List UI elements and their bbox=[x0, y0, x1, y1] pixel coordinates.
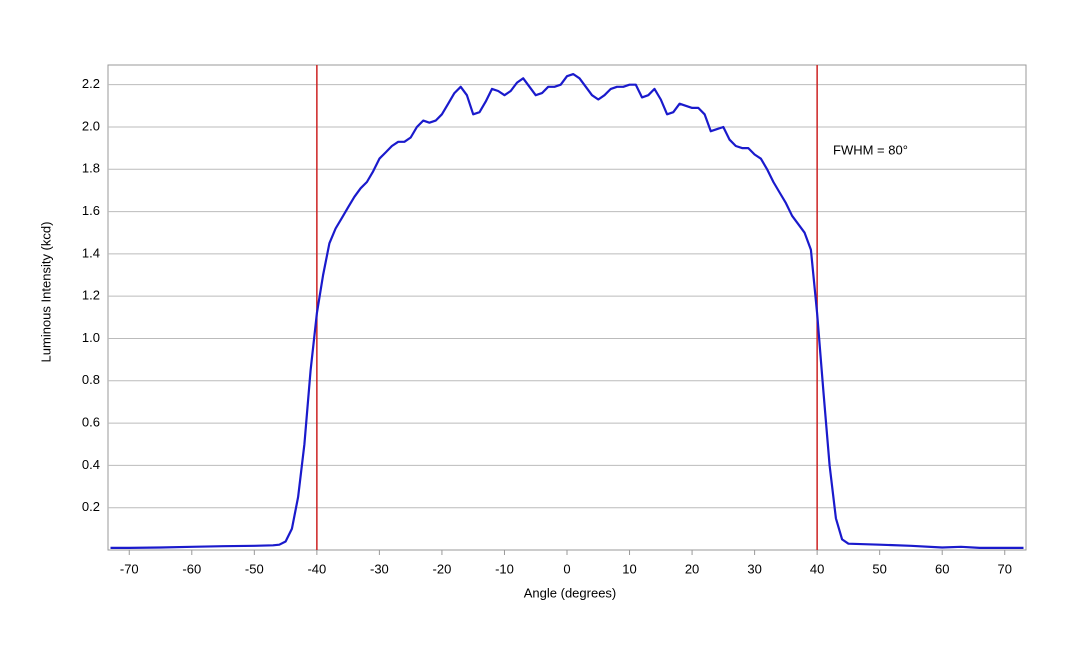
x-tick-label: -40 bbox=[307, 561, 326, 576]
y-tick-label: 0.8 bbox=[82, 372, 100, 387]
x-tick-label: 20 bbox=[685, 561, 699, 576]
y-tick-label: 1.8 bbox=[82, 161, 100, 176]
x-tick-label: 10 bbox=[622, 561, 636, 576]
y-tick-label: 2.0 bbox=[82, 118, 100, 133]
y-tick-label: 0.6 bbox=[82, 415, 100, 430]
x-axis-label: Angle (degrees) bbox=[524, 585, 617, 600]
x-tick-label: -50 bbox=[245, 561, 264, 576]
x-tick-label: -20 bbox=[433, 561, 452, 576]
x-tick-label: -70 bbox=[120, 561, 139, 576]
y-tick-label: 1.4 bbox=[82, 245, 100, 260]
annotation: FWHM = 80° bbox=[833, 142, 908, 157]
y-tick-label: 2.2 bbox=[82, 76, 100, 91]
x-tick-label: 40 bbox=[810, 561, 824, 576]
x-tick-label: -60 bbox=[182, 561, 201, 576]
x-tick-label: 70 bbox=[998, 561, 1012, 576]
y-axis-label: Luminous Intensity (kcd) bbox=[38, 222, 53, 363]
x-tick-label: 30 bbox=[747, 561, 761, 576]
y-tick-label: 0.4 bbox=[82, 457, 100, 472]
x-tick-label: 50 bbox=[872, 561, 886, 576]
plot-frame bbox=[107, 64, 1027, 551]
data-line bbox=[110, 73, 1024, 549]
y-tick-label: 0.2 bbox=[82, 499, 100, 514]
x-tick-label: -30 bbox=[370, 561, 389, 576]
y-tick-label: 1.6 bbox=[82, 203, 100, 218]
y-tick-label: 1.2 bbox=[82, 288, 100, 303]
x-tick-label: 60 bbox=[935, 561, 949, 576]
x-tick-label: -10 bbox=[495, 561, 514, 576]
x-tick-label: 0 bbox=[563, 561, 570, 576]
y-tick-label: 1.0 bbox=[82, 330, 100, 345]
